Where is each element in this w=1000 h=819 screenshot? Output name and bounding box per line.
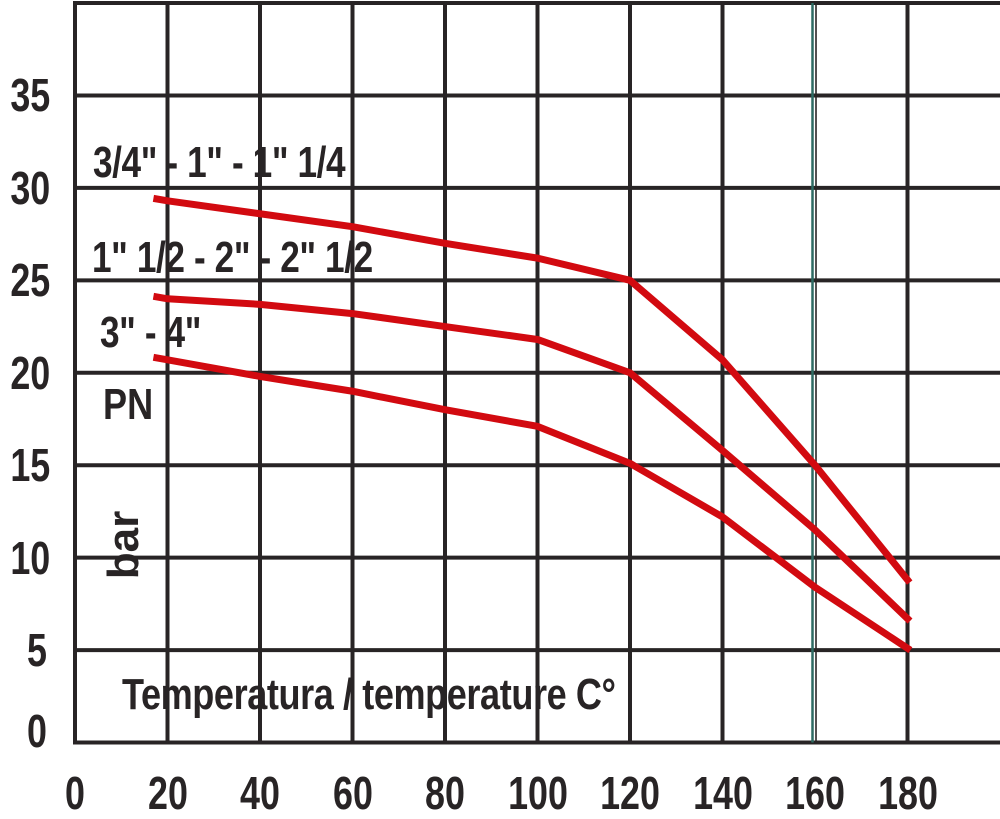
series-label-large-sizes: 3" - 4": [100, 308, 202, 357]
x-tick-label: 80: [425, 767, 465, 819]
y-tick-label: 10: [10, 531, 51, 584]
x-tick-label: 0: [65, 767, 85, 819]
x-tick-label: 160: [785, 767, 845, 819]
x-tick-label: 140: [692, 767, 753, 819]
pressure-curve-1: [152, 194, 913, 585]
pressure-curve-2: [152, 292, 913, 624]
y-tick-label: 30: [10, 161, 51, 214]
x-tick-label: 180: [877, 767, 938, 819]
pressure-curve-3: [152, 353, 913, 654]
y-tick-label: 5: [27, 624, 47, 677]
y-axis-label-bar: bar: [99, 510, 148, 580]
y-tick-label: 20: [10, 346, 51, 399]
series-label-medium-sizes: 1" 1/2 - 2" - 2" 1/2: [92, 233, 373, 282]
x-axis-title: Temperatura / temperature C°: [122, 670, 616, 719]
y-tick-label: 35: [10, 69, 51, 122]
x-tick-label: 120: [600, 767, 660, 819]
y-tick-label: 0: [27, 704, 47, 757]
y-axis-label-pn: PN: [103, 380, 154, 429]
series-label-small-sizes: 3/4" - 1" - 1" 1/4: [93, 138, 346, 187]
x-tick-label: 100: [507, 767, 568, 819]
x-tick-label: 60: [332, 767, 373, 819]
y-tick-label: 15: [10, 439, 51, 492]
x-tick-label: 20: [147, 767, 188, 819]
x-tick-label: 40: [240, 767, 280, 819]
y-tick-label: 25: [10, 254, 51, 307]
